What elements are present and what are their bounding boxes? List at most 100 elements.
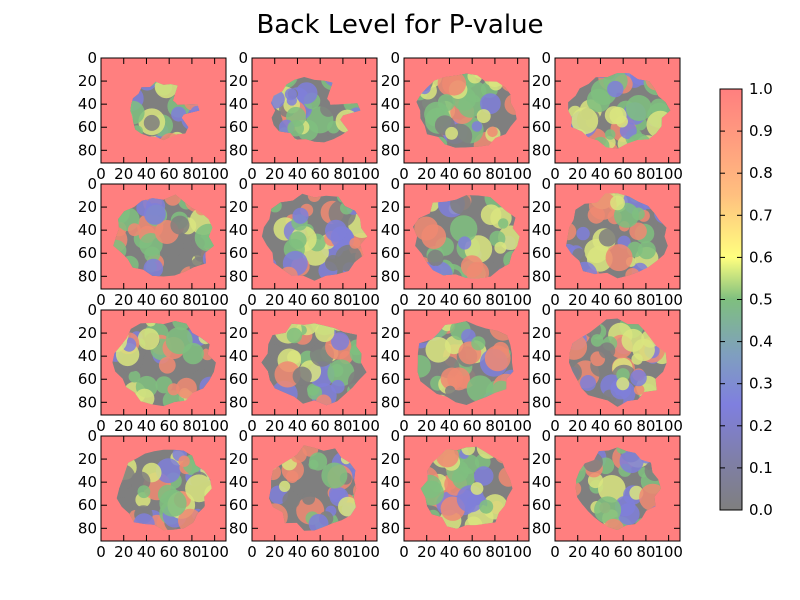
panel-frame [100,183,227,290]
y-tick-label: 80 [381,393,400,411]
x-tick-label: 60 [311,543,330,561]
x-tick-label: 20 [568,291,587,309]
x-tick-label: 0 [247,165,257,183]
x-tick-label: 40 [591,291,610,309]
x-tick-label: 60 [311,417,330,435]
y-tick-label: 80 [532,141,551,159]
x-tick-label: 0 [96,543,106,561]
x-tick-label: 60 [160,291,179,309]
panel-frame [403,435,530,542]
y-tick-label: 40 [532,221,551,239]
x-tick-label: 20 [114,543,133,561]
y-tick-label: 40 [78,95,97,113]
x-tick-label: 60 [463,291,482,309]
x-tick-label: 0 [550,543,560,561]
x-tick-label: 60 [160,417,179,435]
y-tick-label: 80 [229,267,248,285]
y-tick-label: 40 [381,347,400,365]
x-tick-label: 40 [440,417,459,435]
y-tick-label: 40 [229,473,248,491]
panel-frame [554,435,681,542]
y-tick-label: 60 [229,244,248,262]
x-tick-label: 40 [137,417,156,435]
x-tick-label: 40 [137,165,156,183]
y-tick-label: 20 [532,450,551,468]
x-tick-label: 80 [333,165,352,183]
x-tick-label: 60 [614,165,633,183]
x-tick-label: 60 [614,417,633,435]
x-tick-label: 20 [417,543,436,561]
colorbar: 0.0 0.1 0.2 0.3 0.4 0.5 0.6 0.7 0.8 0.9 1.0 [719,80,773,519]
x-tick-label: 20 [265,417,284,435]
x-tick-label: 20 [114,291,133,309]
x-tick-label: 100 [654,291,683,309]
x-tick-label: 60 [311,291,330,309]
x-tick-label: 20 [114,165,133,183]
y-tick-label: 40 [229,221,248,239]
x-tick-label: 100 [503,417,532,435]
y-tick-label: 60 [229,118,248,136]
y-tick-label: 0 [541,301,551,319]
x-tick-label: 100 [503,291,532,309]
y-tick-label: 60 [78,370,97,388]
x-tick-label: 20 [114,417,133,435]
colorbar-tick-label: 1.0 [749,80,773,98]
x-tick-label: 0 [399,165,409,183]
x-tick-label: 0 [247,543,257,561]
colorbar-tick-label: 0.9 [749,122,773,140]
x-tick-label: 20 [568,165,587,183]
chart-title: Back Level for P-value [256,10,543,40]
x-tick-label: 80 [333,291,352,309]
x-tick-label: 40 [288,417,307,435]
y-tick-label: 80 [229,141,248,159]
panel-frame [403,309,530,416]
y-tick-label: 0 [238,49,248,67]
y-tick-label: 0 [390,301,400,319]
x-tick-label: 40 [591,165,610,183]
panel-frame [554,309,681,416]
colorbar-tick-label: 0.0 [749,501,773,519]
y-tick-label: 60 [532,496,551,514]
panel-frame [403,57,530,164]
x-tick-label: 100 [654,543,683,561]
x-tick-label: 80 [333,417,352,435]
y-tick-label: 60 [381,118,400,136]
y-tick-label: 0 [390,49,400,67]
panel-frame [100,57,227,164]
panel-frame [251,57,378,164]
y-tick-label: 0 [87,301,97,319]
x-tick-label: 40 [288,165,307,183]
x-tick-label: 40 [288,543,307,561]
y-tick-label: 60 [532,244,551,262]
panel-frame [403,183,530,290]
y-tick-label: 80 [532,267,551,285]
x-tick-label: 20 [568,417,587,435]
x-tick-label: 0 [96,165,106,183]
y-tick-label: 0 [87,175,97,193]
y-tick-label: 20 [381,198,400,216]
y-tick-label: 0 [390,427,400,445]
x-tick-label: 100 [200,417,229,435]
y-tick-label: 40 [381,221,400,239]
x-tick-label: 20 [265,165,284,183]
y-tick-label: 40 [78,347,97,365]
panel-frame [554,183,681,290]
y-tick-label: 0 [541,175,551,193]
x-tick-label: 100 [351,417,380,435]
x-tick-label: 40 [440,165,459,183]
x-tick-label: 40 [440,291,459,309]
y-tick-label: 40 [78,221,97,239]
x-tick-label: 0 [550,417,560,435]
